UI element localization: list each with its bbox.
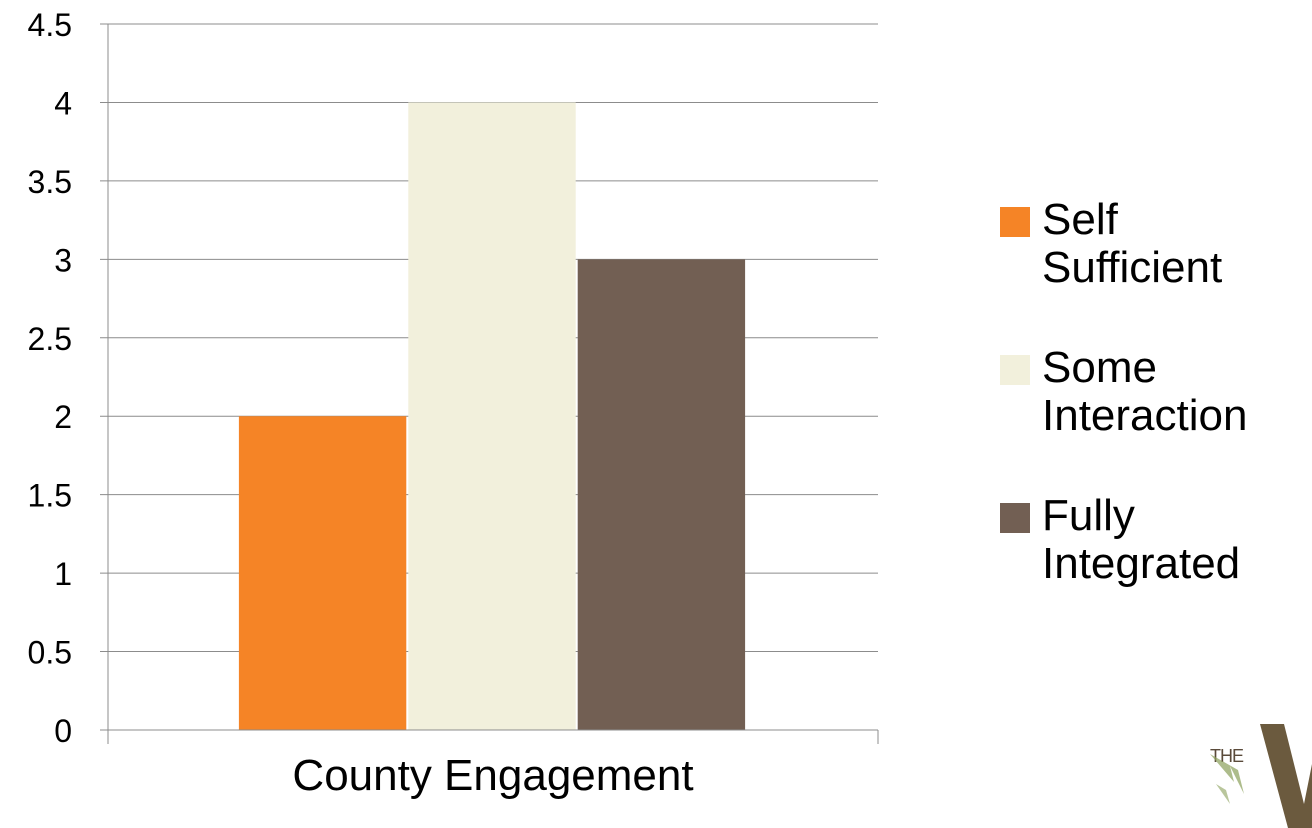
y-tick-label: 3.5 [28, 164, 72, 200]
y-tick-label: 1 [54, 556, 72, 592]
y-tick-label: 2 [54, 399, 72, 435]
bar-self-sufficient [238, 416, 407, 730]
legend-swatch-some-interaction [1000, 355, 1030, 385]
legend-label-line2: Interaction [1042, 391, 1248, 440]
axes [100, 24, 879, 744]
y-tick-label: 4 [54, 85, 72, 121]
the-v-logo-icon: THE [1204, 724, 1312, 828]
y-tick-label: 4.5 [28, 7, 72, 43]
x-category-labels: County Engagement [292, 751, 693, 800]
legend-swatch-self-sufficient [1000, 207, 1030, 237]
y-tick-label: 2.5 [28, 321, 72, 357]
legend-label-line1: Some [1042, 343, 1157, 392]
legend-swatch-fully-integrated [1000, 503, 1030, 533]
bar-fully-integrated [577, 259, 746, 730]
legend-label-line1: Self [1042, 195, 1118, 244]
legend-label-fully-integrated: Fully Integrated [1042, 492, 1240, 588]
legend-label-line2: Sufficient [1042, 243, 1223, 292]
y-tick-label: 0 [54, 713, 72, 749]
bars [238, 102, 746, 730]
y-tick-label: 1.5 [28, 478, 72, 514]
y-tick-label: 0.5 [28, 635, 72, 671]
legend-label-some-interaction: Some Interaction [1042, 344, 1247, 440]
bar-some-interaction [408, 102, 576, 730]
y-tick-labels: 0 0.5 1 1.5 2 2.5 3 3.5 4 4.5 [28, 7, 72, 749]
logo-mark-icon [1210, 724, 1312, 828]
x-category-label: County Engagement [292, 751, 693, 800]
legend-label-line2: Integrated [1042, 539, 1241, 588]
legend-label-self-sufficient: Self Sufficient [1042, 196, 1222, 292]
y-tick-label: 3 [54, 242, 72, 278]
legend-label-line1: Fully [1042, 491, 1135, 540]
